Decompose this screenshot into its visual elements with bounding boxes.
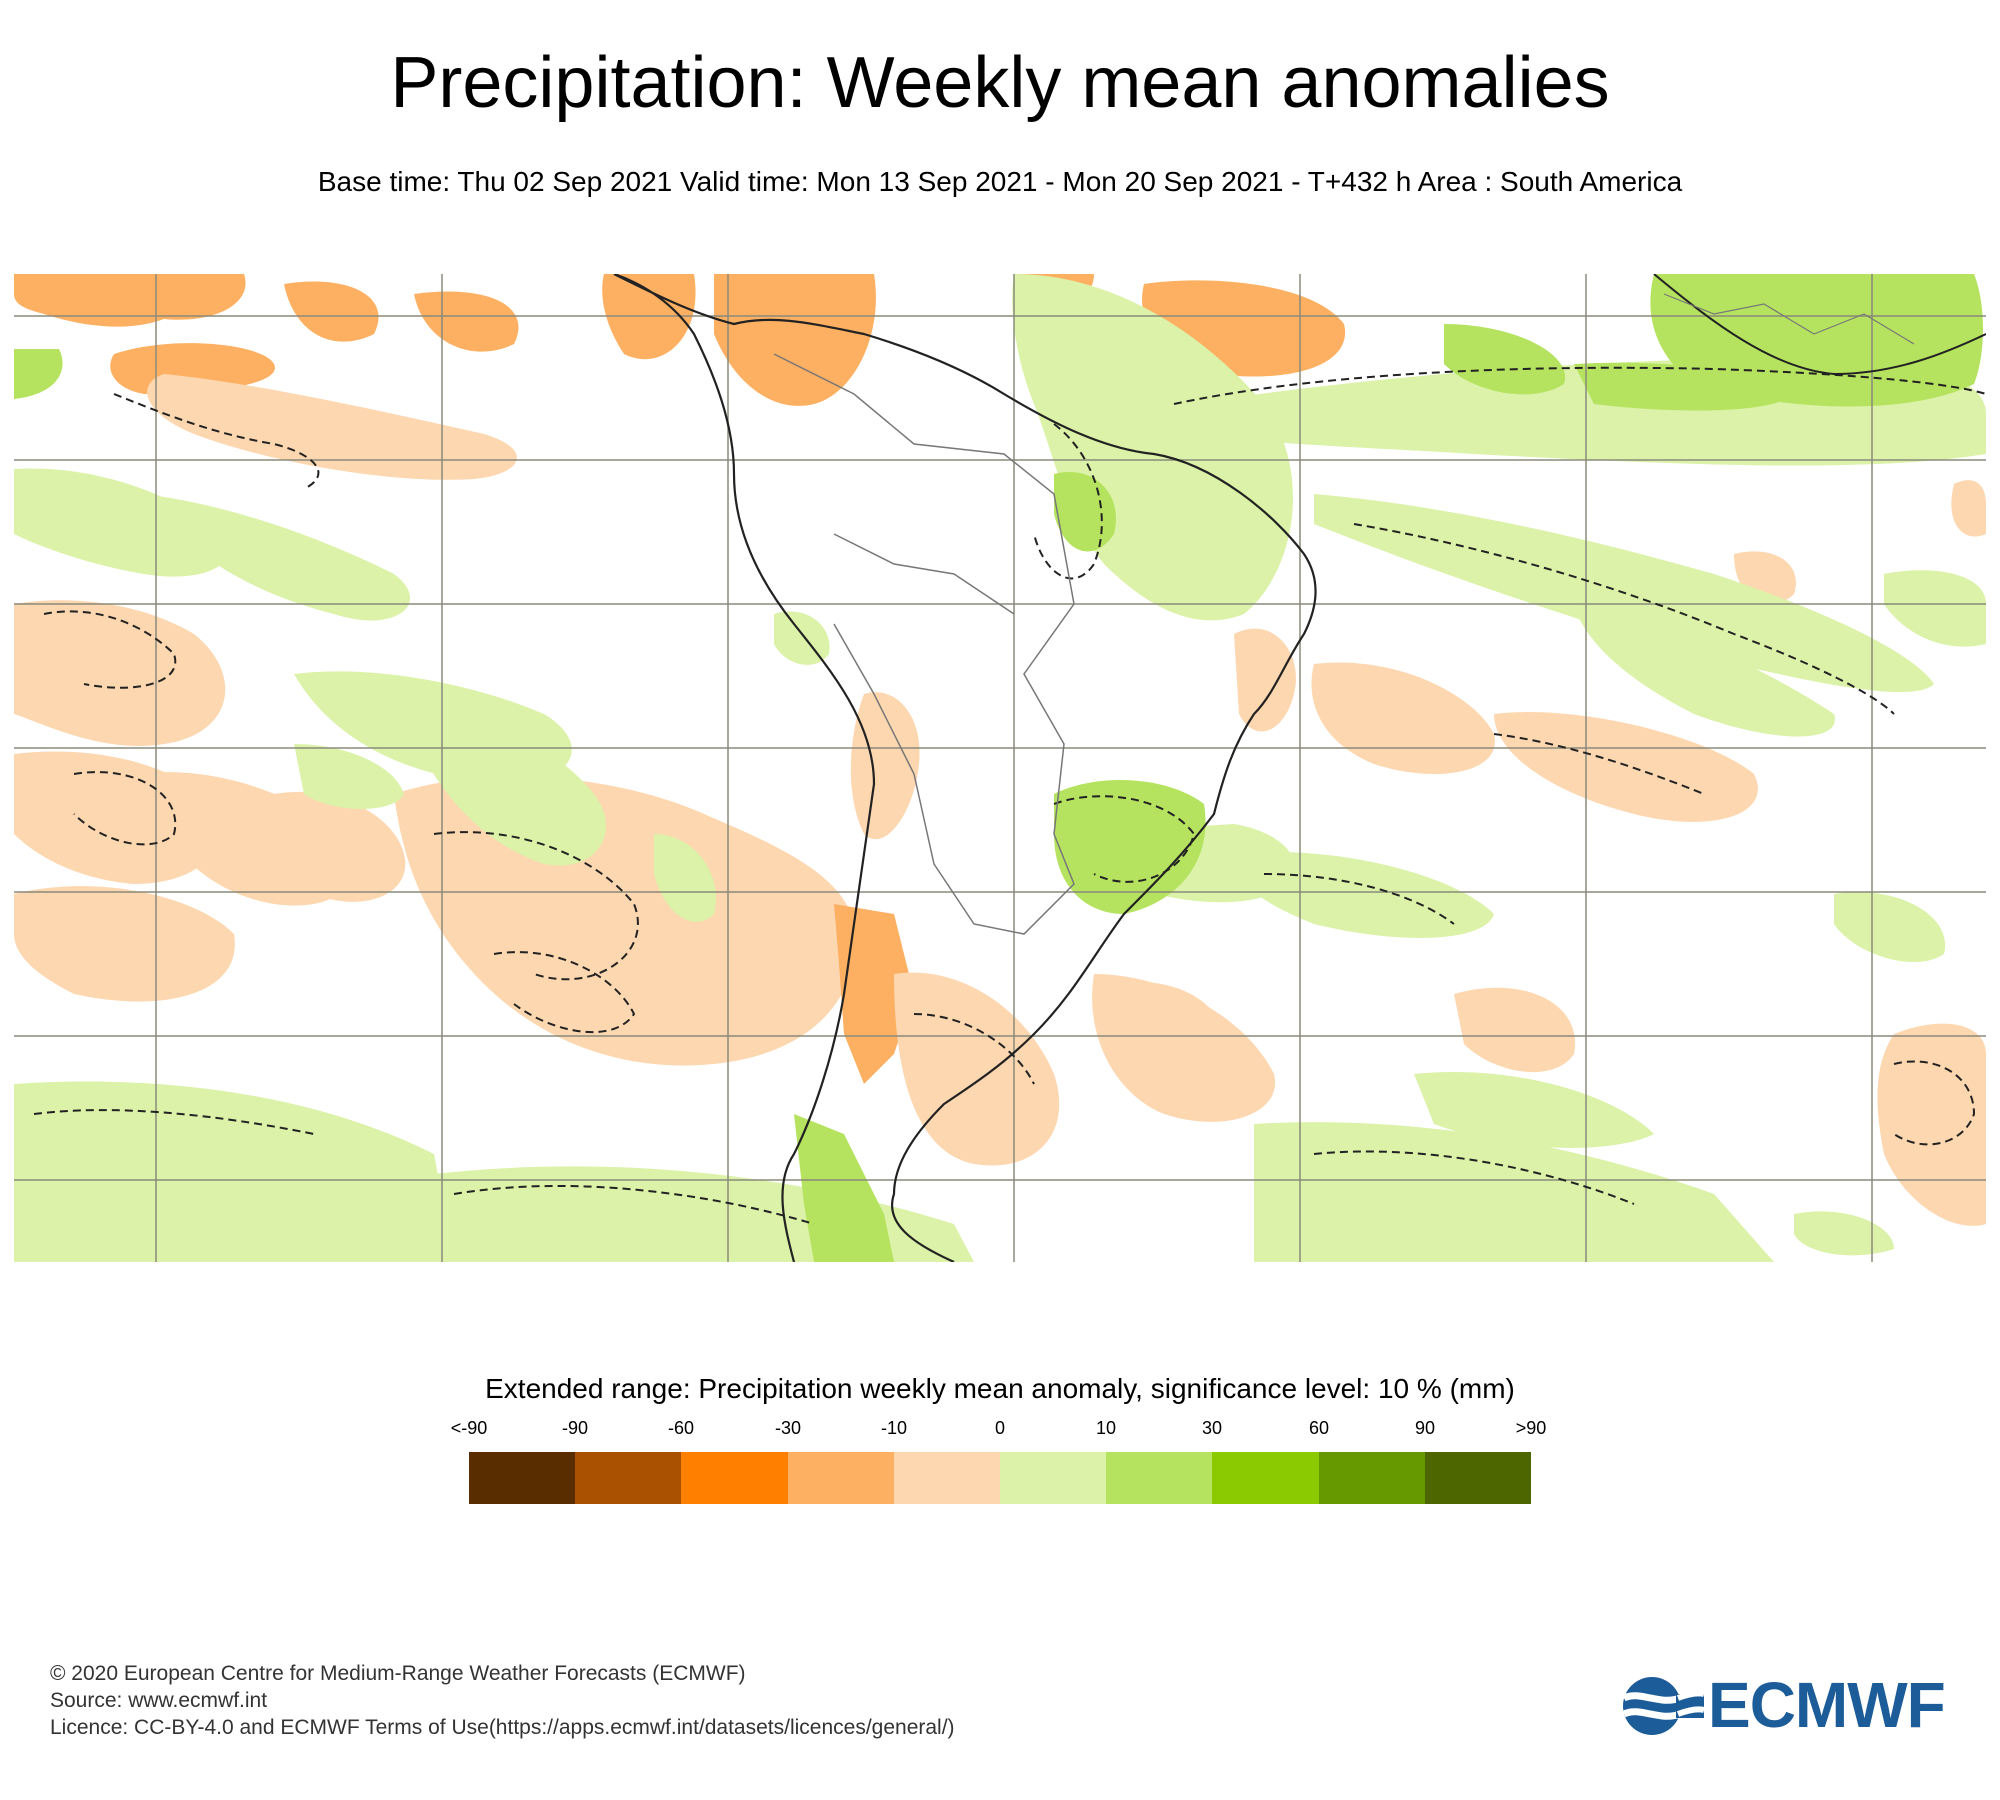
legend-swatch <box>1212 1452 1319 1504</box>
legend-tick: -60 <box>667 1418 695 1438</box>
legend-tick: -30 <box>774 1418 802 1438</box>
legend-swatch <box>469 1452 576 1504</box>
legend-tick: -10 <box>880 1418 908 1438</box>
legend-swatch <box>1106 1452 1213 1504</box>
legend-tick: 30 <box>1201 1418 1223 1438</box>
ecmwf-logo-icon <box>1622 1677 1704 1735</box>
dry-anomaly-areas <box>14 274 1986 1226</box>
ecmwf-logo[interactable]: ECMWF <box>1620 1669 1956 1741</box>
licence-text: Licence: CC-BY-4.0 and ECMWF Terms of Us… <box>50 1716 955 1739</box>
ecmwf-logo-text: ECMWF <box>1708 1669 1946 1741</box>
legend-swatch <box>1318 1452 1425 1504</box>
significance-contours <box>33 366 1986 1225</box>
legend-tick: >90 <box>1515 1418 1547 1438</box>
legend-tick: -90 <box>561 1418 589 1438</box>
grid-lines <box>14 274 1986 1262</box>
legend-tick: 90 <box>1414 1418 1436 1438</box>
map-canvas <box>14 274 1986 1262</box>
legend-swatch <box>575 1452 682 1504</box>
legend-swatch <box>1424 1452 1532 1504</box>
legend-color-bar <box>469 1452 1532 1504</box>
footer: © 2020 European Centre for Medium-Range … <box>50 1660 955 1741</box>
legend-swatch <box>1000 1452 1107 1504</box>
anomaly-map[interactable] <box>14 274 1986 1262</box>
copyright-text: © 2020 European Centre for Medium-Range … <box>50 1662 746 1685</box>
legend-tick: <-90 <box>450 1418 488 1438</box>
legend-swatch <box>787 1452 894 1504</box>
legend-title: Extended range: Precipitation weekly mea… <box>485 1373 1515 1404</box>
color-legend: <-90 -90 -60 -30 -10 0 10 30 60 90 >90 <box>451 1418 1546 1508</box>
source-link[interactable]: Source: www.ecmwf.int <box>50 1689 268 1712</box>
legend-swatch <box>681 1452 788 1504</box>
legend-tick: 0 <box>994 1418 1006 1438</box>
coastlines <box>613 274 1986 1262</box>
legend-swatch <box>893 1452 1001 1504</box>
legend-tick: 10 <box>1095 1418 1117 1438</box>
page-title: Precipitation: Weekly mean anomalies <box>390 43 1610 123</box>
page-subtitle: Base time: Thu 02 Sep 2021 Valid time: M… <box>317 166 1683 197</box>
legend-tick: 60 <box>1308 1418 1330 1438</box>
